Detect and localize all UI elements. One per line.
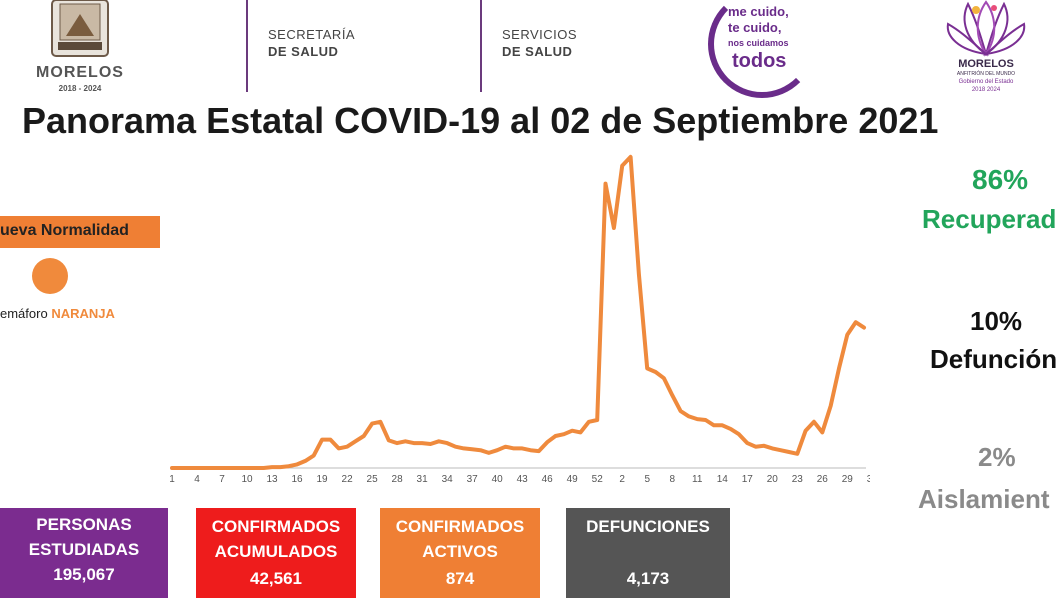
box-confirmados-acumulados: CONFIRMADOS ACUMULADOS 42,561 bbox=[196, 508, 356, 598]
secretaria-line2: DE SALUD bbox=[268, 44, 339, 59]
x-tick-label: 40 bbox=[492, 474, 504, 485]
x-tick-label: 37 bbox=[467, 474, 479, 485]
x-tick-label: 1 bbox=[169, 474, 175, 485]
series-line-cases bbox=[170, 154, 866, 470]
x-tick-label: 19 bbox=[317, 474, 329, 485]
x-tick-label: 25 bbox=[367, 474, 379, 485]
x-tick-label: 14 bbox=[717, 474, 729, 485]
nueva-normalidad-label: ueva Normalidad bbox=[0, 222, 129, 239]
x-tick-label: 20 bbox=[767, 474, 779, 485]
coat-of-arms-icon bbox=[51, 0, 109, 57]
nueva-normalidad-badge: ueva Normalidad bbox=[0, 216, 160, 248]
servicios-line1: SERVICIOS bbox=[502, 27, 578, 42]
header-divider bbox=[480, 0, 482, 92]
x-tick-label: 26 bbox=[817, 474, 829, 485]
gov-logo: MORELOS ANFITRIÓN DEL MUNDO Gobierno del… bbox=[936, 0, 1036, 96]
servicios-salud-logo: SERVICIOS DE SALUD bbox=[502, 26, 577, 60]
x-tick-label: 31 bbox=[417, 474, 429, 485]
stat-aislamiento: 2% Aislamient bbox=[900, 440, 1060, 520]
stat-recuperados: 86% Recuperad bbox=[900, 160, 1060, 240]
stat-label: Aislamient bbox=[918, 484, 1050, 514]
x-tick-label: 52 bbox=[592, 474, 604, 485]
campaign-logo: me cuido, te cuido, nos cuidamos todos bbox=[706, 0, 816, 98]
state-logo-years: 2018 - 2024 bbox=[58, 84, 102, 93]
x-tick-label: 23 bbox=[792, 474, 804, 485]
box-line2 bbox=[566, 539, 730, 564]
stat-label: Recuperad bbox=[922, 204, 1057, 234]
secretaria-line1: SECRETARÍA bbox=[268, 27, 356, 42]
x-tick-label: 11 bbox=[692, 474, 703, 485]
x-tick-label: 5 bbox=[644, 474, 650, 485]
box-line1: CONFIRMADOS bbox=[211, 517, 341, 536]
x-tick-label: 46 bbox=[542, 474, 554, 485]
x-tick-label: 7 bbox=[219, 474, 225, 485]
gov-logo-sub2: Gobierno del Estado bbox=[958, 79, 1014, 85]
x-tick-label: 10 bbox=[241, 474, 253, 485]
state-logo-name: MORELOS bbox=[36, 64, 124, 81]
x-axis-ticks: 1 4 7 10 13 16 19 22 25 28 31 34 37 40 43 46 49 52 2 5 8 11 14… bbox=[169, 474, 870, 485]
campaign-line4: todos bbox=[732, 50, 787, 72]
secretaria-salud-logo: SECRETARÍA DE SALUD bbox=[268, 26, 355, 60]
x-tick-label: 29 bbox=[842, 474, 854, 485]
x-tick-label: 4 bbox=[194, 474, 200, 485]
x-tick-label: 16 bbox=[291, 474, 303, 485]
page-title: Panorama Estatal COVID-19 al 02 de Septi… bbox=[22, 100, 939, 141]
x-tick-label: 43 bbox=[517, 474, 529, 485]
semaforo-light-icon bbox=[32, 258, 68, 294]
x-tick-label: 13 bbox=[266, 474, 278, 485]
gov-logo-name: MORELOS bbox=[958, 58, 1014, 70]
flower-icon bbox=[946, 0, 1026, 57]
box-value: 874 bbox=[445, 569, 475, 588]
stat-pct: 2% bbox=[978, 442, 1016, 472]
box-line2: ACTIVOS bbox=[422, 542, 498, 561]
x-tick-label: 49 bbox=[567, 474, 579, 485]
box-line1: DEFUNCIONES bbox=[586, 517, 710, 536]
stat-pct: 10% bbox=[970, 306, 1023, 336]
x-tick-label: 2 bbox=[619, 474, 625, 485]
stat-pct: 86% bbox=[972, 164, 1029, 195]
box-defunciones: DEFUNCIONES 4,173 bbox=[566, 508, 730, 598]
x-tick-label: 34 bbox=[442, 474, 454, 485]
box-line2: ESTUDIADAS bbox=[28, 540, 140, 559]
x-tick-label: 22 bbox=[342, 474, 354, 485]
semaforo-label: emáforo bbox=[0, 306, 52, 321]
header-divider bbox=[246, 0, 248, 92]
campaign-line1: me cuido, bbox=[728, 4, 789, 19]
box-value: 195,067 bbox=[53, 565, 115, 584]
box-line1: PERSONAS bbox=[36, 515, 132, 534]
state-logo: MORELOS 2018 - 2024 bbox=[30, 0, 130, 96]
x-tick-label: 28 bbox=[392, 474, 404, 485]
gov-logo-sub: ANFITRIÓN DEL MUNDO bbox=[956, 71, 1016, 77]
covid-line-chart: 1 4 7 10 13 16 19 22 25 28 31 34 37 40 43 46 49 52 2 5 8 11 14… bbox=[169, 154, 870, 485]
box-value: 4,173 bbox=[626, 569, 670, 588]
servicios-line2: DE SALUD bbox=[502, 44, 573, 59]
semaforo-value: NARANJA bbox=[51, 306, 115, 321]
x-tick-label: 17 bbox=[742, 474, 754, 485]
box-confirmados-activos: CONFIRMADOS ACTIVOS 874 bbox=[380, 508, 540, 598]
gov-logo-years: 2018 2024 bbox=[971, 87, 1001, 93]
box-line2: ACUMULADOS bbox=[214, 542, 338, 561]
stat-label: Defunción bbox=[930, 344, 1058, 374]
x-tick-label: 32 bbox=[867, 474, 870, 485]
stat-defunciones: 10% Defunción bbox=[900, 302, 1060, 382]
campaign-line2: te cuido, bbox=[728, 20, 782, 35]
semaforo-text: emáforo NARANJA bbox=[0, 306, 115, 321]
box-personas-estudiadas: PERSONAS ESTUDIADAS 195,067 bbox=[0, 508, 168, 598]
campaign-line3: nos cuidamos bbox=[728, 38, 789, 48]
box-line1: CONFIRMADOS bbox=[395, 517, 525, 536]
campaign-arc-icon bbox=[708, 0, 816, 98]
box-value: 42,561 bbox=[250, 569, 302, 588]
x-tick-label: 8 bbox=[669, 474, 675, 485]
